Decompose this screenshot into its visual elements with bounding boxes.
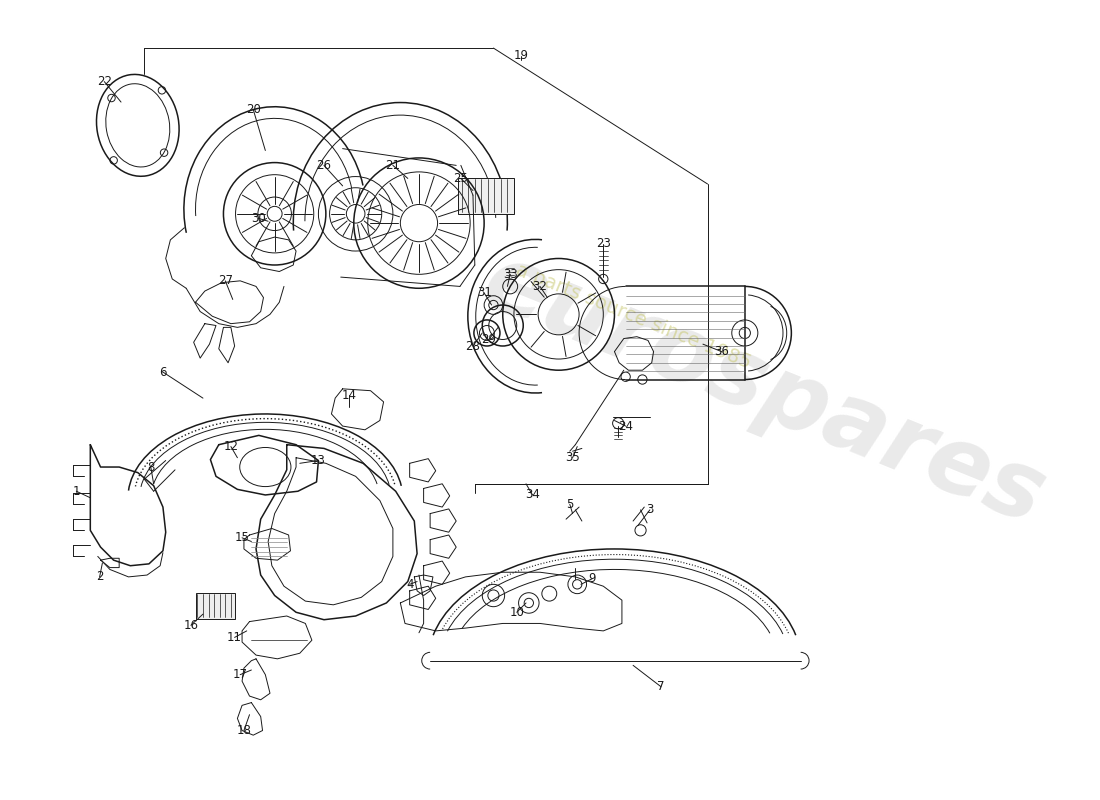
Text: 36: 36 <box>714 345 729 358</box>
Text: 7: 7 <box>658 680 664 694</box>
Text: 19: 19 <box>514 49 529 62</box>
Circle shape <box>267 206 282 222</box>
Text: 17: 17 <box>233 668 248 681</box>
Text: 10: 10 <box>509 606 525 618</box>
Text: 23: 23 <box>596 237 611 250</box>
Text: 16: 16 <box>184 619 198 632</box>
Text: 6: 6 <box>160 366 167 378</box>
Text: 18: 18 <box>236 724 252 737</box>
Text: 11: 11 <box>227 631 242 644</box>
Text: a parts source since 1985: a parts source since 1985 <box>513 260 754 372</box>
Text: 14: 14 <box>342 389 356 402</box>
Text: 3: 3 <box>646 503 653 516</box>
Text: 12: 12 <box>223 440 239 453</box>
Text: 35: 35 <box>565 451 580 464</box>
Bar <box>196 593 234 618</box>
Text: 15: 15 <box>234 531 250 544</box>
Text: 24: 24 <box>618 419 634 433</box>
Text: 34: 34 <box>525 489 540 502</box>
Text: 20: 20 <box>245 103 261 116</box>
Text: 22: 22 <box>97 75 112 88</box>
Text: 28: 28 <box>465 339 481 353</box>
Text: 13: 13 <box>311 454 326 467</box>
Text: 8: 8 <box>147 461 154 474</box>
Text: eurospares: eurospares <box>470 236 1058 546</box>
Text: 21: 21 <box>385 159 400 172</box>
Text: 1: 1 <box>73 485 80 498</box>
Text: 33: 33 <box>503 268 518 281</box>
Text: 26: 26 <box>317 159 331 172</box>
Text: 2: 2 <box>96 570 103 583</box>
Text: 4: 4 <box>406 578 414 591</box>
Text: 29: 29 <box>482 333 496 346</box>
Text: 31: 31 <box>476 286 492 299</box>
Text: 27: 27 <box>218 274 233 287</box>
Text: 5: 5 <box>566 498 573 510</box>
Bar <box>458 178 514 214</box>
Text: 9: 9 <box>588 572 596 586</box>
Text: 30: 30 <box>252 212 266 225</box>
Text: 25: 25 <box>453 172 469 185</box>
Text: 32: 32 <box>532 280 548 293</box>
